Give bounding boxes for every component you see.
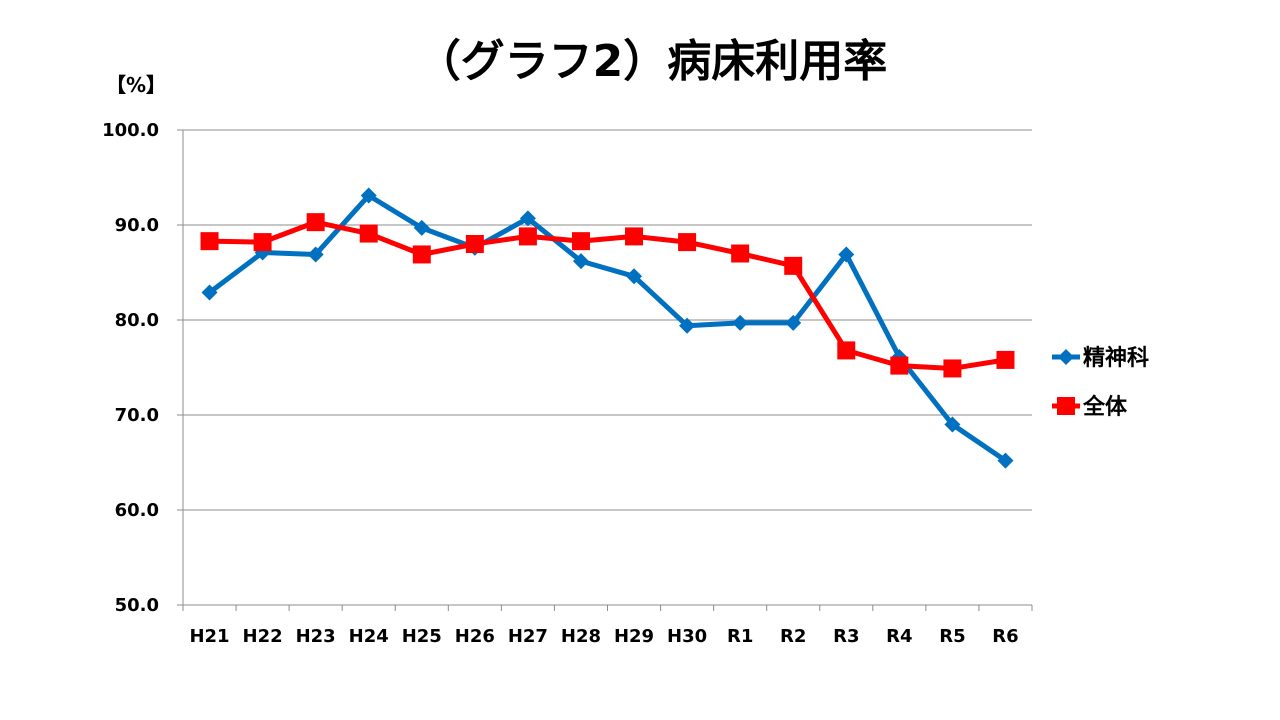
data-point xyxy=(359,224,378,243)
legend-item: 精神科 xyxy=(1052,345,1149,371)
x-tick-label: H23 xyxy=(296,626,336,647)
data-point xyxy=(731,244,750,263)
data-point xyxy=(200,232,219,251)
data-point xyxy=(253,233,272,252)
data-point xyxy=(679,317,696,334)
y-tick-label: 80.0 xyxy=(115,310,159,331)
x-tick-label: H30 xyxy=(667,626,707,647)
x-tick-label: H26 xyxy=(455,626,495,647)
x-tick-label: R1 xyxy=(727,626,753,647)
data-point xyxy=(784,256,803,275)
x-tick-label: H25 xyxy=(402,626,442,647)
series-line xyxy=(208,193,1007,463)
legend-label: 精神科 xyxy=(1083,345,1149,371)
data-point xyxy=(360,187,377,204)
chart-title: （グラフ2）病床利用率 xyxy=(417,36,888,87)
x-tick-label: R3 xyxy=(833,626,859,647)
legend-label: 全体 xyxy=(1082,394,1128,420)
x-tick-label: R6 xyxy=(992,626,1018,647)
data-point xyxy=(572,253,589,270)
data-point xyxy=(413,219,430,236)
y-tick-label: 100.0 xyxy=(102,120,159,141)
data-point xyxy=(307,246,324,263)
y-tick-label: 50.0 xyxy=(115,595,159,616)
x-tick-label: H27 xyxy=(508,626,548,647)
data-point xyxy=(732,314,749,331)
legend-item: 全体 xyxy=(1052,394,1128,420)
data-point xyxy=(1058,349,1074,365)
x-tick-label: H29 xyxy=(614,626,654,647)
y-axis-unit-label: 【%】 xyxy=(106,73,166,97)
data-point xyxy=(678,233,697,252)
x-tick-label: R5 xyxy=(939,626,965,647)
x-tick-label: H22 xyxy=(243,626,283,647)
data-point xyxy=(465,235,484,253)
data-point xyxy=(996,350,1015,369)
data-point xyxy=(943,359,962,378)
data-point xyxy=(519,210,536,227)
series-line xyxy=(209,219,1006,371)
data-point xyxy=(1057,397,1075,415)
data-point xyxy=(785,314,802,331)
x-tick-label: H28 xyxy=(561,626,601,647)
data-point xyxy=(838,246,855,263)
data-point xyxy=(944,416,961,433)
data-point xyxy=(890,356,909,375)
x-tick-label: R4 xyxy=(886,626,912,647)
data-point xyxy=(837,341,856,360)
series-lines xyxy=(200,187,1015,469)
data-point xyxy=(412,245,431,264)
y-tick-label: 70.0 xyxy=(115,405,159,426)
data-point xyxy=(626,268,643,285)
x-tick-label: H24 xyxy=(349,626,389,647)
data-point xyxy=(201,284,218,301)
data-point xyxy=(625,227,644,246)
y-tick-label: 60.0 xyxy=(115,500,159,521)
data-point xyxy=(997,452,1014,469)
series-overall xyxy=(200,213,1015,378)
data-point xyxy=(518,227,537,246)
data-point xyxy=(306,213,325,232)
x-tick-label: H21 xyxy=(189,626,229,647)
data-point xyxy=(571,232,590,251)
x-tick-label: R2 xyxy=(780,626,806,647)
axes: 50.0 60.0 70.0 80.0 90.0 100.0 H21 H22 H23 H24 H25… xyxy=(102,120,1033,647)
y-tick-label: 90.0 xyxy=(115,215,159,236)
